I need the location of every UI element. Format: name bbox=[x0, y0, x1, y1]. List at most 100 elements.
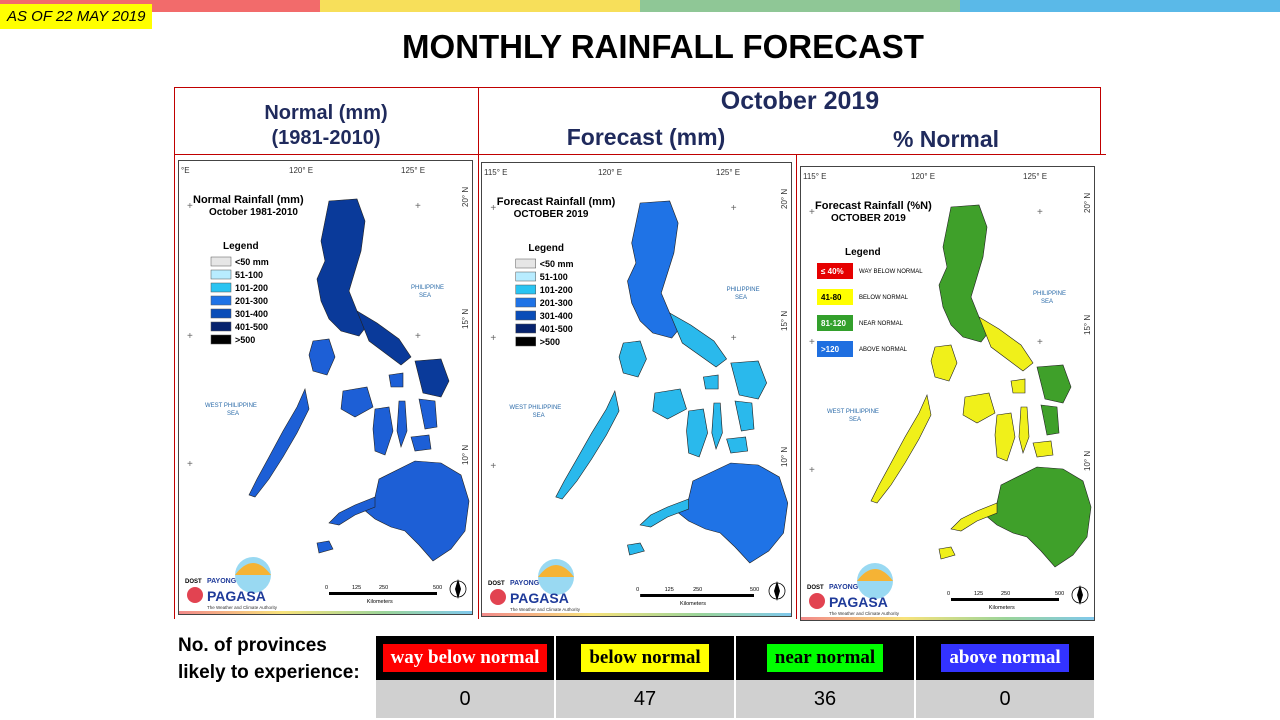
logo-payong: PAYONG bbox=[207, 578, 237, 585]
pagasa-emblem-icon bbox=[809, 593, 825, 609]
sea-label-west: SEA bbox=[849, 417, 861, 423]
legend-title: Legend bbox=[223, 241, 259, 252]
graticule-mark: + bbox=[809, 207, 815, 218]
scale-tick-label: 250 bbox=[693, 587, 702, 593]
scale-tick-label: 250 bbox=[1001, 591, 1010, 597]
sea-label-west: WEST PHILIPPINE bbox=[509, 405, 561, 411]
island-zamboanga bbox=[639, 498, 689, 528]
sea-label-west: WEST PHILIPPINE bbox=[205, 403, 257, 409]
island-samar bbox=[1036, 364, 1072, 404]
island-panay bbox=[652, 388, 687, 420]
island-negros bbox=[686, 408, 708, 458]
island-palawan bbox=[248, 388, 310, 498]
coord-lat-label: 10° N bbox=[461, 445, 470, 465]
scale-bar bbox=[951, 598, 1059, 601]
island-masbate bbox=[703, 374, 719, 390]
legend-swatch-label: ≤ 40% bbox=[821, 267, 844, 276]
logo-tagline: The Weather and Climate Authority bbox=[207, 605, 278, 610]
coord-lat-label: 15° N bbox=[1083, 315, 1092, 335]
sea-label-east: SEA bbox=[419, 293, 431, 299]
coord-lon-125: 125° E bbox=[401, 166, 425, 175]
coord-lon-120: 120° E bbox=[911, 172, 935, 181]
island-sulu bbox=[627, 542, 645, 556]
graticule-mark: + bbox=[415, 201, 421, 212]
scale-unit-label: Kilometers bbox=[989, 605, 1015, 611]
island-panay bbox=[340, 386, 374, 418]
count-near-normal: 36 bbox=[734, 680, 915, 718]
count-above-normal: 0 bbox=[914, 680, 1094, 718]
graticule-mark: + bbox=[731, 333, 737, 344]
sea-label-west: SEA bbox=[533, 413, 545, 419]
top-color-strip-2 bbox=[320, 0, 640, 12]
graticule-mark: + bbox=[415, 331, 421, 342]
sea-label-east: PHILIPPINE bbox=[1033, 291, 1066, 297]
page-title: MONTHLY RAINFALL FORECAST bbox=[402, 28, 924, 65]
legend-swatch bbox=[210, 256, 232, 267]
island-bicol bbox=[978, 316, 1034, 372]
mid-frame-edge bbox=[796, 154, 797, 619]
legend-label: 301-400 bbox=[540, 311, 573, 321]
legend-swatch bbox=[515, 284, 536, 295]
scale-bar bbox=[329, 592, 437, 595]
sea-label-east: SEA bbox=[1041, 299, 1053, 305]
coord-lon-120: 120° E bbox=[598, 168, 622, 177]
sea-label-east: PHILIPPINE bbox=[727, 287, 760, 293]
scale-tick-label: 125 bbox=[352, 585, 361, 591]
map-color-strip bbox=[801, 617, 1094, 620]
provinces-count-row: 0 47 36 0 bbox=[374, 680, 1094, 718]
legend-swatch bbox=[817, 263, 853, 279]
coord-lon-left: 115° E bbox=[803, 172, 827, 181]
legend-swatch bbox=[817, 315, 853, 331]
scale-tick-label: 500 bbox=[433, 585, 442, 591]
provinces-label: No. of provinces likely to experience: bbox=[178, 635, 360, 683]
north-arrow-icon bbox=[1077, 585, 1083, 605]
island-leyte bbox=[418, 398, 438, 430]
island-leyte bbox=[734, 400, 755, 432]
graticule-mark: + bbox=[1037, 337, 1043, 348]
map-subtitle: OCTOBER 2019 bbox=[514, 209, 589, 220]
legend-swatch-label: 41-80 bbox=[821, 293, 842, 302]
legend-label: 301-400 bbox=[235, 309, 268, 319]
island-samar bbox=[414, 358, 450, 398]
island-mindanao bbox=[362, 460, 470, 562]
scale-tick-label: 0 bbox=[636, 587, 639, 593]
logo-dost: DOST bbox=[185, 579, 202, 585]
category-above-normal: above normal bbox=[941, 644, 1069, 672]
island-cebu bbox=[711, 402, 723, 451]
coord-lon-left: 115° E bbox=[484, 168, 508, 177]
map-color-strip bbox=[482, 613, 791, 616]
sea-label-east: SEA bbox=[735, 295, 747, 301]
coord-lat-label: 10° N bbox=[1083, 451, 1092, 471]
island-masbate bbox=[388, 372, 404, 388]
north-arrow-icon bbox=[455, 579, 461, 599]
legend-label: NEAR NORMAL bbox=[859, 321, 904, 327]
graticule-mark: + bbox=[809, 337, 815, 348]
legend-swatch bbox=[210, 321, 232, 332]
legend-swatch bbox=[515, 271, 536, 282]
island-mindanao bbox=[984, 466, 1092, 568]
percent-normal-title: % Normal bbox=[892, 126, 1000, 152]
graticule-mark: + bbox=[809, 465, 815, 476]
legend-label: <50 mm bbox=[540, 259, 574, 269]
legend-swatch bbox=[817, 289, 853, 305]
legend-swatch bbox=[210, 282, 232, 293]
island-sulu bbox=[316, 540, 334, 554]
count-below-normal: 47 bbox=[554, 680, 735, 718]
island-negros bbox=[372, 406, 394, 456]
island-bohol bbox=[1032, 440, 1054, 458]
island-samar bbox=[730, 360, 767, 400]
normal-title-line1: Normal (mm) bbox=[264, 102, 388, 124]
legend-swatch-label: >120 bbox=[821, 345, 840, 354]
logo-tagline: The Weather and Climate Authority bbox=[829, 611, 900, 616]
logo-tagline: The Weather and Climate Authority bbox=[510, 607, 581, 612]
logo-dost: DOST bbox=[807, 585, 824, 591]
legend-swatch bbox=[515, 297, 536, 308]
scale-bar bbox=[640, 594, 754, 597]
scale-unit-label: Kilometers bbox=[367, 599, 393, 605]
provinces-table: way below normal below normal near norma… bbox=[374, 636, 1094, 718]
legend-label: 401-500 bbox=[235, 322, 268, 332]
payong-umbrella-icon bbox=[538, 565, 574, 577]
island-sulu bbox=[938, 546, 956, 560]
island-negros bbox=[994, 412, 1016, 462]
